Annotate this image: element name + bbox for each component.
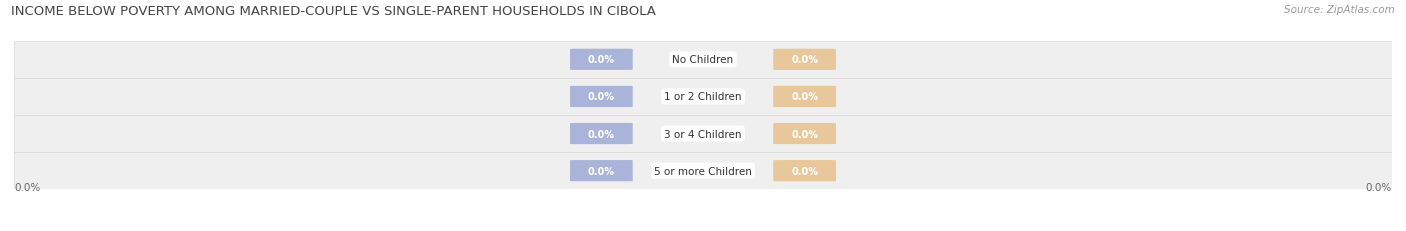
Text: 0.0%: 0.0% [1365,182,1392,193]
Text: 0.0%: 0.0% [588,55,614,65]
FancyBboxPatch shape [14,152,1392,189]
FancyBboxPatch shape [773,160,837,182]
Text: 0.0%: 0.0% [792,92,818,102]
FancyBboxPatch shape [14,79,1392,116]
Text: 3 or 4 Children: 3 or 4 Children [664,129,742,139]
FancyBboxPatch shape [773,49,837,71]
Text: 5 or more Children: 5 or more Children [654,166,752,176]
FancyBboxPatch shape [569,123,633,145]
FancyBboxPatch shape [14,116,1392,152]
Text: 0.0%: 0.0% [588,92,614,102]
Text: 0.0%: 0.0% [588,129,614,139]
Text: INCOME BELOW POVERTY AMONG MARRIED-COUPLE VS SINGLE-PARENT HOUSEHOLDS IN CIBOLA: INCOME BELOW POVERTY AMONG MARRIED-COUPL… [11,5,657,18]
Text: 1 or 2 Children: 1 or 2 Children [664,92,742,102]
FancyBboxPatch shape [569,86,633,108]
FancyBboxPatch shape [773,123,837,145]
Text: 0.0%: 0.0% [588,166,614,176]
Text: 0.0%: 0.0% [14,182,41,193]
FancyBboxPatch shape [569,49,633,71]
Text: 0.0%: 0.0% [792,129,818,139]
Text: No Children: No Children [672,55,734,65]
Text: 0.0%: 0.0% [792,55,818,65]
FancyBboxPatch shape [773,86,837,108]
FancyBboxPatch shape [14,42,1392,79]
Text: 0.0%: 0.0% [792,166,818,176]
Text: Source: ZipAtlas.com: Source: ZipAtlas.com [1284,5,1395,15]
FancyBboxPatch shape [569,160,633,182]
